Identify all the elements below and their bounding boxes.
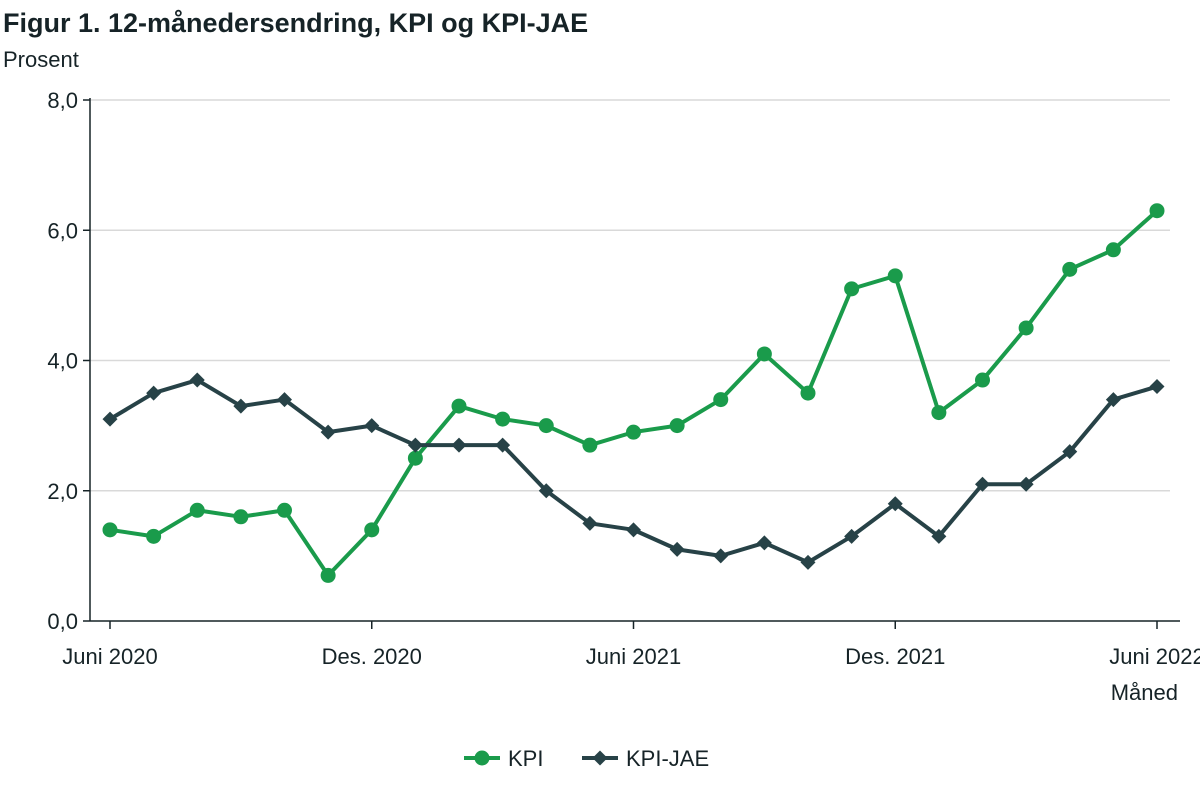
data-point-kpi xyxy=(887,268,903,284)
data-point-kpi xyxy=(713,392,729,408)
data-point-kpi xyxy=(975,372,990,388)
data-point-kpi-jae xyxy=(233,398,249,414)
data-point-kpi xyxy=(451,398,467,414)
y-tick-label: 2,0 xyxy=(47,479,78,504)
x-tick-label: Juni 2022 xyxy=(1109,644,1200,669)
data-point-kpi xyxy=(320,567,336,583)
data-point-kpi xyxy=(1105,242,1121,258)
data-point-kpi xyxy=(146,528,162,544)
data-point-kpi-jae xyxy=(800,554,816,570)
data-point-kpi-jae xyxy=(713,548,729,564)
data-point-kpi-jae xyxy=(364,418,380,434)
legend-marker-kpi xyxy=(474,750,490,766)
data-point-kpi-jae xyxy=(407,437,423,453)
data-point-kpi xyxy=(756,346,772,362)
data-point-kpi xyxy=(626,424,641,440)
data-point-kpi-jae xyxy=(975,476,990,492)
data-point-kpi xyxy=(407,450,423,466)
x-axis-label: Måned xyxy=(1111,680,1178,705)
data-point-kpi-jae xyxy=(451,437,467,453)
data-point-kpi xyxy=(233,509,249,525)
data-point-kpi xyxy=(495,411,511,427)
data-point-kpi xyxy=(538,418,554,434)
data-point-kpi xyxy=(1018,320,1034,336)
data-point-kpi xyxy=(102,522,118,538)
series-line-kpi xyxy=(109,209,1159,578)
y-tick-label: 8,0 xyxy=(47,88,78,113)
data-point-kpi xyxy=(189,502,205,518)
legend-marker-kpi-jae xyxy=(592,750,608,766)
x-tick-label: Juni 2020 xyxy=(62,644,157,669)
data-point-kpi-jae xyxy=(495,437,511,453)
data-point-kpi xyxy=(364,522,380,538)
legend-label: KPI xyxy=(508,746,543,771)
data-point-kpi-jae xyxy=(1105,392,1121,408)
data-point-kpi-jae xyxy=(626,522,641,538)
data-point-kpi-jae xyxy=(669,541,685,557)
y-tick-label: 0,0 xyxy=(47,609,78,634)
data-point-kpi-jae xyxy=(189,372,205,388)
data-point-kpi xyxy=(1062,261,1078,277)
data-point-kpi xyxy=(931,405,947,421)
x-tick-label: Juni 2021 xyxy=(586,644,681,669)
data-point-kpi-jae xyxy=(1062,444,1078,460)
data-point-kpi-jae xyxy=(1018,476,1034,492)
data-point-kpi xyxy=(800,385,816,401)
data-point-kpi-jae xyxy=(320,424,336,440)
data-point-kpi xyxy=(277,502,292,518)
data-point-kpi-jae xyxy=(931,528,947,544)
data-point-kpi xyxy=(844,281,860,297)
y-tick-label: 4,0 xyxy=(47,349,78,374)
y-axis-label: Prosent xyxy=(3,47,79,72)
data-point-kpi-jae xyxy=(146,385,162,401)
data-point-kpi-jae xyxy=(887,496,903,512)
chart-title: Figur 1. 12-månedersendring, KPI og KPI-… xyxy=(3,8,589,38)
legend-label: KPI-JAE xyxy=(626,746,709,771)
data-point-kpi-jae xyxy=(538,483,554,499)
data-point-kpi xyxy=(582,437,598,453)
data-point-kpi xyxy=(669,418,685,434)
data-point-kpi-jae xyxy=(102,411,118,427)
data-point-kpi xyxy=(1149,203,1165,219)
data-point-kpi-jae xyxy=(582,515,598,531)
data-point-kpi-jae xyxy=(277,392,292,408)
data-point-kpi-jae xyxy=(844,528,860,544)
data-point-kpi-jae xyxy=(756,535,772,551)
y-tick-label: 6,0 xyxy=(47,218,78,243)
x-tick-label: Des. 2021 xyxy=(845,644,945,669)
data-point-kpi-jae xyxy=(1149,379,1165,395)
x-tick-label: Des. 2020 xyxy=(322,644,422,669)
